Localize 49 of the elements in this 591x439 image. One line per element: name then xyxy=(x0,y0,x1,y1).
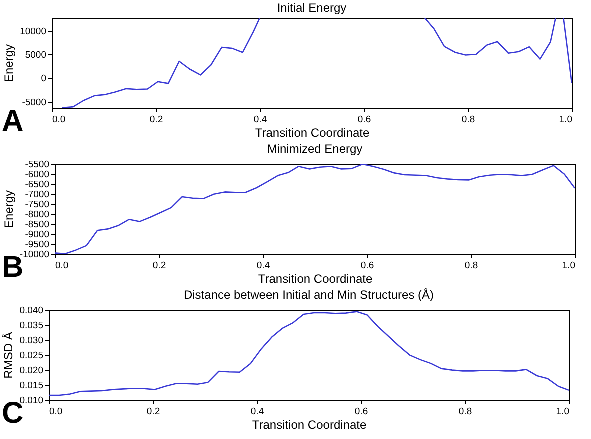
x-axis-title: Transition Coordinate xyxy=(252,418,367,432)
y-tick-label: 0.040 xyxy=(20,306,44,316)
line-series xyxy=(49,311,569,396)
x-tick-label: 0.8 xyxy=(458,406,472,418)
y-tick-label: -8500 xyxy=(25,220,50,230)
x-tick-label: 0.6 xyxy=(358,114,372,126)
x-tick-label: 0.6 xyxy=(354,406,368,418)
y-tick-label: -7000 xyxy=(25,190,50,200)
x-tick-label: 0.0 xyxy=(50,406,63,418)
text: A xyxy=(2,105,24,139)
x-tick-label: 1.0 xyxy=(556,406,570,418)
y-tick-label: -8000 xyxy=(25,210,50,220)
y-tick-label: 10000 xyxy=(20,26,46,38)
y-tick-label: -9500 xyxy=(25,240,50,250)
y-tick-label: -6500 xyxy=(25,180,50,190)
x-tick-label: 0.8 xyxy=(462,114,476,126)
y-tick-label: -7500 xyxy=(25,200,50,210)
x-axis-title: Transition Coordinate xyxy=(255,126,370,140)
chart-title: Distance between Initial and Min Structures (Å) xyxy=(184,288,434,302)
y-tick-label: 0.035 xyxy=(20,320,44,332)
y-tick-label: -10000 xyxy=(20,250,50,260)
y-axis-title: Energy xyxy=(2,44,16,83)
y-tick-label: -5500 xyxy=(25,160,50,170)
x-tick-label: 0.4 xyxy=(256,260,270,272)
y-tick-label: 0.025 xyxy=(20,350,44,362)
x-tick-label: 0.0 xyxy=(52,114,66,126)
y-tick-label: -6000 xyxy=(25,170,50,180)
x-tick-label: 0.2 xyxy=(150,114,164,126)
x-tick-label: 0.6 xyxy=(360,260,374,272)
y-tick-label: -9000 xyxy=(25,230,50,240)
x-tick-label: 1.0 xyxy=(559,114,572,126)
y-tick-label: 0.015 xyxy=(20,380,44,392)
chart-title: Initial Energy xyxy=(277,1,347,15)
chart-title: Minimized Energy xyxy=(267,142,363,156)
y-tick-label: -5000 xyxy=(22,97,46,108)
x-axis-title: Transition Coordinate xyxy=(258,272,373,286)
x-tick-label: 1.0 xyxy=(562,260,576,272)
y-tick-label: 5000 xyxy=(25,50,46,61)
y-tick-label: 0.020 xyxy=(20,366,44,376)
x-tick-label: 0.0 xyxy=(56,260,69,272)
x-tick-label: 0.2 xyxy=(146,406,160,418)
x-tick-label: 0.4 xyxy=(250,406,264,418)
x-tick-label: 0.2 xyxy=(152,260,166,272)
y-tick-label: 0 xyxy=(41,74,46,85)
x-tick-label: 0.4 xyxy=(254,114,268,126)
y-axis-title: RMSD Å xyxy=(2,332,16,379)
y-axis-title: Energy xyxy=(2,190,16,229)
x-tick-label: 0.8 xyxy=(464,260,478,272)
y-tick-label: 0.030 xyxy=(20,336,44,346)
